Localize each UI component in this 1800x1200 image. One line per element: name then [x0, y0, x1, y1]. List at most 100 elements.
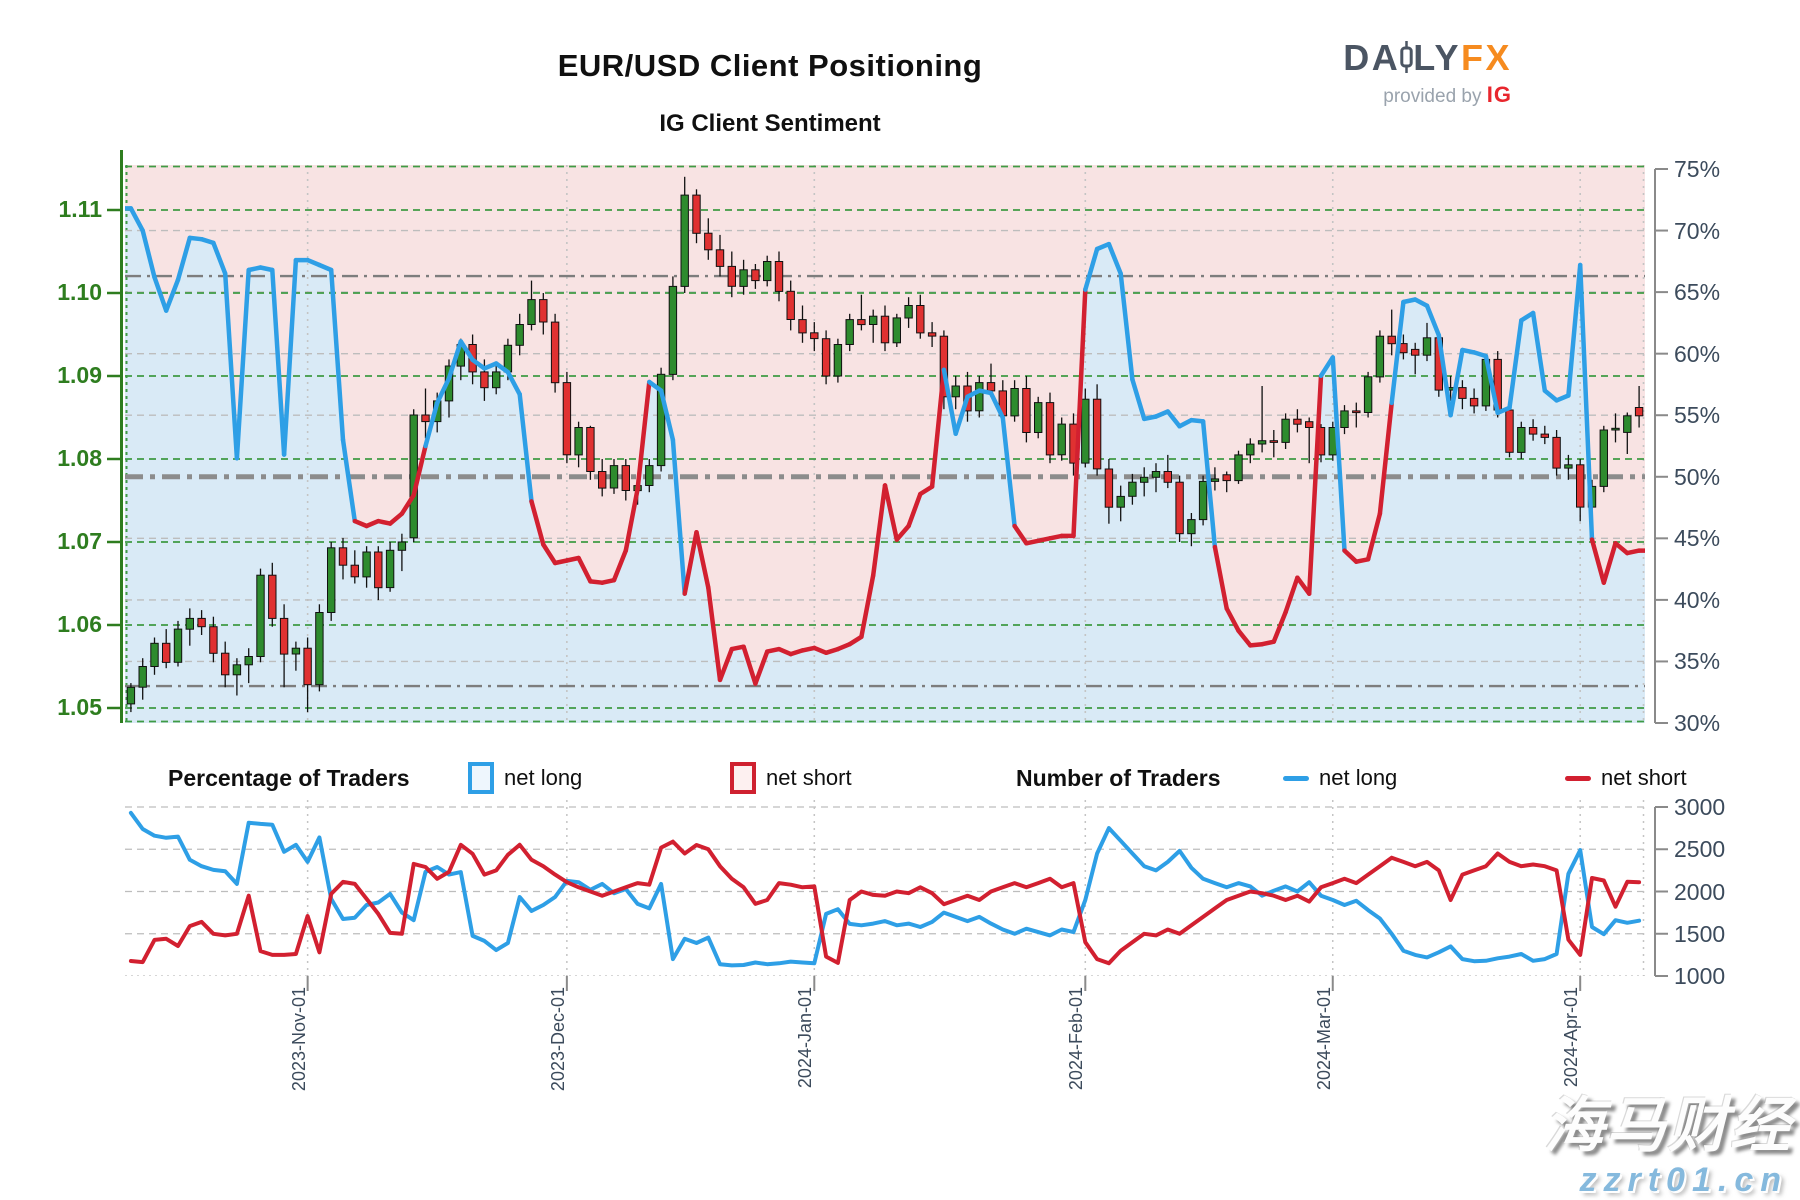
sentiment-line-segment — [152, 275, 169, 313]
sentiment-line-segment — [493, 361, 511, 375]
percent-tick-label: 50% — [1674, 463, 1721, 490]
candle — [126, 686, 136, 705]
price-tick-label: 1.09 — [57, 362, 102, 388]
sentiment-line-segment — [1130, 377, 1147, 422]
candle — [1599, 429, 1608, 487]
candle — [763, 261, 772, 282]
legend-num-net-short: net short — [1565, 762, 1687, 794]
sentiment-line-segment — [682, 529, 699, 596]
candle — [1340, 410, 1349, 428]
percent-tick-label: 60% — [1674, 340, 1721, 367]
candle — [1576, 464, 1585, 508]
candle — [1151, 471, 1161, 478]
legend-percentage-title: Percentage of Traders — [168, 764, 410, 791]
sentiment-line-segment — [906, 491, 923, 529]
sentiment-line-segment — [1118, 271, 1135, 382]
candle — [1222, 474, 1231, 482]
net-long-count-line — [128, 810, 1642, 968]
date-tick-label: 2024-Feb-01 — [1066, 987, 1086, 1091]
sentiment-line-segment — [1000, 415, 1017, 529]
candle — [279, 617, 289, 655]
sentiment-line-segment — [1577, 262, 1595, 542]
candle — [833, 344, 843, 377]
candle — [1045, 402, 1055, 456]
percent-tick-label: 30% — [1674, 710, 1721, 736]
candle — [821, 338, 831, 377]
candle — [668, 285, 678, 375]
candle — [232, 664, 242, 676]
price-tick-label: 1.07 — [57, 528, 102, 554]
candle — [527, 299, 536, 326]
candle — [1269, 440, 1278, 443]
price-tick-label: 1.11 — [58, 196, 103, 222]
candle — [185, 617, 194, 630]
sentiment-line-segment — [517, 392, 534, 504]
candle — [1175, 481, 1184, 535]
sentiment-line-segment — [529, 499, 546, 547]
sentiment-line-segment — [1507, 318, 1524, 411]
candle — [574, 427, 583, 456]
sentiment-line-segment — [623, 486, 640, 553]
sentiment-line-segment — [658, 388, 676, 443]
sentiment-line-segment — [1012, 523, 1029, 546]
candle — [1505, 409, 1514, 453]
candle — [385, 549, 395, 589]
sentiment-line-segment — [411, 443, 428, 498]
sentiment-line-segment — [929, 367, 947, 489]
sentiment-line-segment — [281, 257, 299, 457]
candlestick-icon — [1400, 37, 1413, 78]
number-of-traders-chart — [125, 800, 1645, 976]
candle — [892, 317, 901, 344]
candle — [1293, 418, 1302, 425]
sentiment-line-segment — [1365, 511, 1383, 562]
sentiment-line-segment — [234, 267, 251, 461]
sentiment-line-segment — [647, 379, 664, 393]
main-sentiment-price-chart — [125, 165, 1645, 723]
sentiment-line-segment — [1589, 537, 1607, 585]
sentiment-line-segment — [541, 542, 558, 566]
candle — [857, 319, 866, 326]
candle — [244, 656, 253, 666]
candle — [327, 547, 336, 613]
logo-tagline: provided by IG — [1383, 82, 1512, 107]
percent-tick-label: 55% — [1674, 402, 1721, 429]
sentiment-line-segment — [387, 511, 405, 526]
candle — [598, 471, 607, 489]
candle — [256, 574, 265, 658]
sentiment-line-segment — [340, 437, 358, 524]
candle — [692, 194, 701, 234]
candle — [1363, 376, 1373, 414]
net-long-area-fill — [125, 208, 1645, 723]
candle — [621, 465, 631, 492]
legend-pct-net-long: net long — [468, 762, 582, 794]
candle — [1128, 481, 1137, 497]
net-short-dash-swatch — [1565, 775, 1591, 781]
sentiment-line-segment — [1483, 353, 1500, 416]
sentiment-line-segment — [446, 339, 464, 381]
percent-tick-label: 45% — [1674, 525, 1721, 552]
net-short-count-line — [128, 839, 1642, 966]
candle — [515, 324, 524, 346]
sentiment-line-segment — [1212, 544, 1229, 611]
candle — [1022, 388, 1031, 433]
sentiment-line-segment — [1377, 400, 1394, 516]
sentiment-line-segment — [270, 267, 287, 457]
sentiment-line-segment — [1306, 373, 1324, 596]
sentiment-line-segment — [753, 649, 770, 686]
date-tick-label: 2024-Jan-01 — [795, 987, 815, 1089]
sentiment-line-segment — [1542, 388, 1559, 403]
candle — [291, 647, 301, 655]
candle — [173, 628, 183, 663]
candle — [1092, 398, 1102, 470]
candle — [197, 617, 206, 628]
candle — [680, 194, 689, 287]
candle — [303, 647, 312, 686]
candle — [1552, 436, 1561, 469]
ig-logo: IG — [1486, 82, 1512, 107]
candle — [1210, 478, 1220, 482]
candle — [1163, 471, 1172, 483]
sentiment-line-segment — [175, 235, 193, 283]
sentiment-line-segment — [576, 555, 593, 584]
candle — [1010, 388, 1019, 417]
